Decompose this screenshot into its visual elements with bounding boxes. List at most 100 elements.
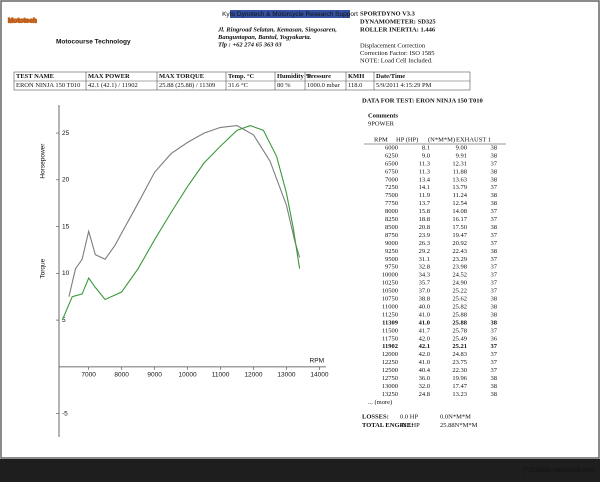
- table-cell: 41.7: [419, 327, 431, 334]
- table-cell: 38: [491, 176, 498, 183]
- table-cell: 35.7: [419, 280, 431, 287]
- x-tick-label: 11000: [212, 372, 230, 379]
- y-tick-label: 15: [62, 223, 70, 230]
- table-cell: 9.00: [456, 144, 467, 151]
- summary-header: Humidity %: [277, 73, 312, 80]
- summary-header: KMH: [348, 73, 364, 80]
- y-tick-label: 5: [62, 317, 66, 324]
- table-cell: 9750: [385, 264, 398, 271]
- table-cell: 37: [491, 184, 498, 191]
- table-cell: 37.0: [419, 288, 430, 295]
- total-cell: 0.0N*M*M: [440, 413, 471, 420]
- summary-header: Date/Time: [376, 73, 405, 80]
- table-cell: 12.31: [452, 160, 467, 167]
- table-cell: 24.90: [452, 280, 467, 287]
- x-tick-label: 14000: [310, 372, 328, 379]
- dyno-info: DYNAMOMETER: SD325: [360, 18, 436, 25]
- table-cell: 6750: [385, 168, 398, 175]
- table-cell: 38: [491, 383, 498, 390]
- dyno-info: SPORTDYNO V3.3: [360, 10, 416, 17]
- table-cell: 38: [491, 303, 498, 310]
- table-title: DATA FOR TEST: ERON NINJA 150 T010: [362, 97, 483, 104]
- summary-header: TEST NAME: [16, 73, 54, 80]
- curve: [61, 125, 301, 321]
- table-cell: 23.75: [452, 359, 467, 366]
- summary-header: Temp. °C: [228, 73, 255, 80]
- table-cell: 9500: [385, 256, 398, 263]
- table-cell: 37: [491, 264, 498, 271]
- table-cell: 8000: [385, 208, 398, 215]
- table-cell: 38: [491, 192, 498, 199]
- table-cell: 8250: [385, 216, 398, 223]
- table-cell: 40.0: [419, 303, 430, 310]
- table-cell: 14.08: [452, 208, 467, 215]
- table-header: EXHAUST 1: [456, 136, 491, 143]
- table-cell: 38.8: [419, 296, 430, 303]
- summary-value: 5/9/2011 4:15:29 PM: [376, 82, 432, 89]
- table-cell: 41.0: [419, 311, 430, 318]
- x-tick-label: 7000: [81, 372, 96, 379]
- table-cell: 42.0: [419, 335, 430, 342]
- y-tick-label: 10: [62, 270, 70, 277]
- table-cell: 14.1: [419, 184, 430, 191]
- table-cell: 6250: [385, 152, 398, 159]
- table-cell: 11.3: [419, 160, 430, 167]
- table-cell: 37: [491, 216, 498, 223]
- table-cell: 26.3: [419, 240, 430, 247]
- comments: 9POWER: [368, 120, 395, 127]
- table-cell: 41.0: [419, 319, 430, 326]
- table-cell: 36: [491, 335, 498, 342]
- address-line: Tlp : +62 274 65 363 03: [218, 41, 282, 48]
- table-cell: 7500: [385, 192, 398, 199]
- table-cell: 25.88: [452, 311, 467, 318]
- table-cell: 38: [491, 248, 498, 255]
- summary-value: 80 %: [277, 82, 291, 89]
- table-header: (N*M*M): [428, 136, 455, 143]
- dyno-note: Displacement Correction: [360, 42, 426, 49]
- x-tick-label: 8000: [114, 372, 129, 379]
- table-cell: 8750: [385, 232, 398, 239]
- total-cell: 0.0 HP: [400, 413, 418, 420]
- table-cell: 7000: [385, 176, 398, 183]
- table-cell: 10250: [382, 280, 398, 287]
- table-cell: 23.9: [419, 232, 430, 239]
- table-cell: 29.2: [419, 248, 430, 255]
- table-cell: 9.0: [422, 152, 430, 159]
- total-cell: TOTAL ENGINE:: [362, 422, 413, 429]
- table-cell: 37: [491, 288, 498, 295]
- address-line: Jl. Ringroad Selatan, Kemasan, Singosare…: [217, 26, 337, 33]
- table-cell: 18.8: [419, 216, 430, 223]
- address-line: Banguntapan, Bantul, Yogyakarta.: [217, 34, 312, 41]
- table-cell: 11500: [382, 327, 398, 334]
- table-cell: 12.54: [452, 200, 467, 207]
- table-cell: 37: [491, 280, 498, 287]
- table-cell: 22.43: [452, 248, 467, 255]
- table-cell: 32.0: [419, 383, 430, 390]
- table-cell: 41.0: [419, 359, 430, 366]
- table-cell: 11.3: [419, 168, 430, 175]
- table-cell: 13.4: [419, 176, 431, 183]
- table-cell: 40.4: [419, 367, 431, 374]
- table-cell: 8500: [385, 224, 398, 231]
- table-cell: 12500: [382, 367, 398, 374]
- table-cell: 9250: [385, 248, 398, 255]
- table-cell: 25.49: [452, 335, 467, 342]
- y-axis-label: Horsepower: [40, 143, 47, 179]
- table-cell: 11000: [382, 303, 398, 310]
- table-cell: 13.79: [452, 184, 467, 191]
- logo-subtitle: Motocourse Technology: [56, 39, 131, 46]
- table-cell: 42.1: [419, 343, 430, 350]
- table-cell: 25.62: [452, 296, 467, 303]
- table-cell: 37: [491, 232, 498, 239]
- dyno-info: ROLLER INERTIA: 1.446: [360, 26, 436, 33]
- table-cell: 13.63: [452, 176, 467, 183]
- table-header: HP (HP): [396, 136, 418, 143]
- summary-header: MAX TORQUE: [159, 73, 204, 80]
- table-cell: 13.23: [452, 391, 467, 398]
- sponsor: Kyto Dynotech & Motorcycle Research Supp…: [222, 11, 358, 18]
- table-cell: 20.92: [452, 240, 467, 247]
- summary-value: 42.1 (42.1) / 11902: [88, 82, 138, 89]
- table-cell: 37: [491, 343, 498, 350]
- table-cell: 12000: [382, 351, 398, 358]
- table-cell: 37: [491, 367, 498, 374]
